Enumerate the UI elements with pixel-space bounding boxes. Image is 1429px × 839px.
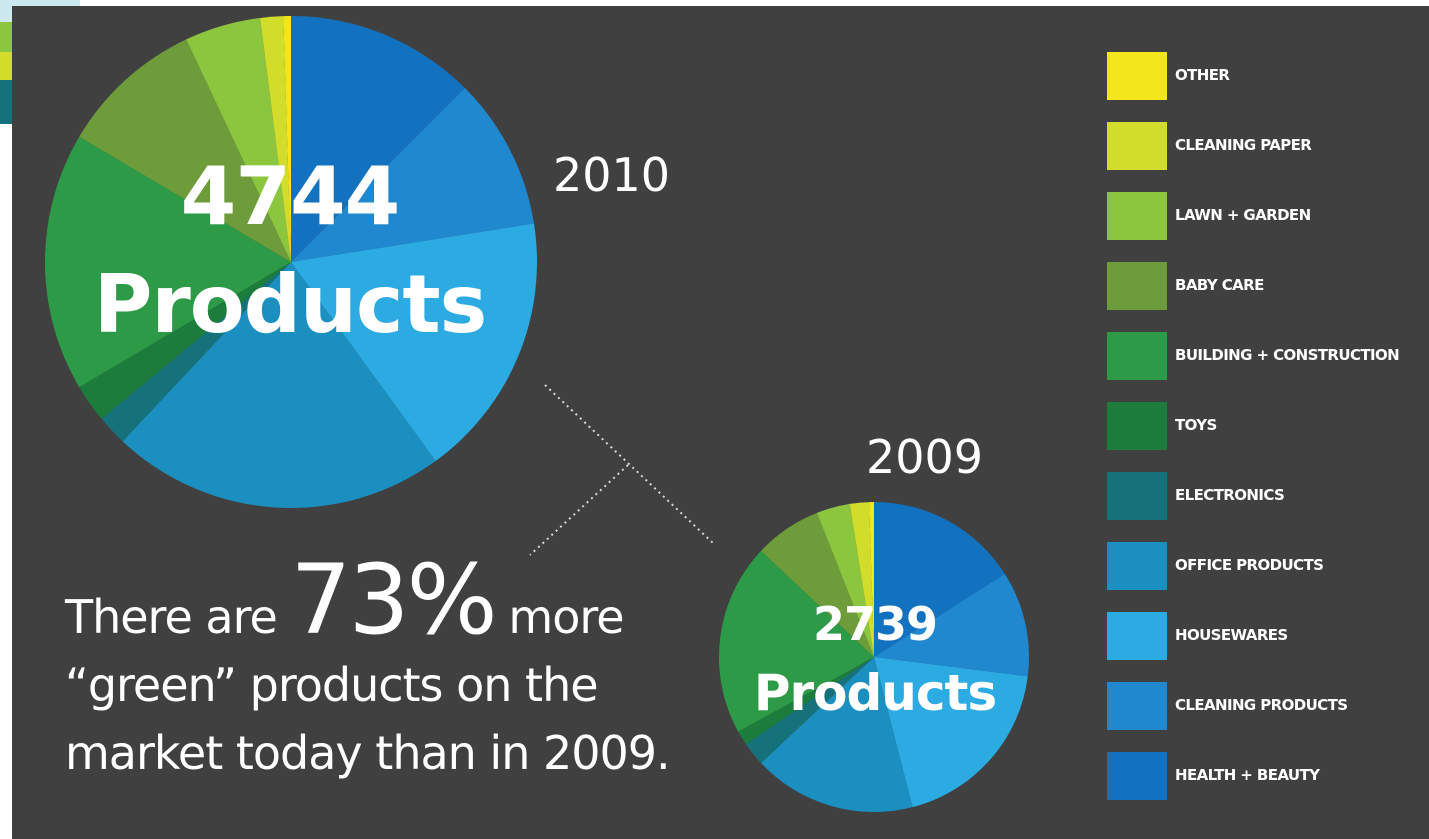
legend-label: ELECTRONICS <box>1175 486 1285 504</box>
legend-item-other: OTHER <box>1107 52 1417 100</box>
dotted-connector <box>529 384 714 556</box>
pie-slice-2010-cleaning-products <box>291 88 534 263</box>
legend-swatch <box>1107 682 1167 730</box>
product-count-2009: 2739 <box>812 597 938 651</box>
pie-slice-2009-cleaning-paper <box>849 502 874 657</box>
legend-item-lawn-garden: LAWN + GARDEN <box>1107 192 1417 240</box>
pie-slice-2009-building-construction <box>719 550 874 732</box>
year-label-2009: 2009 <box>866 430 984 484</box>
year-label-2010: 2010 <box>553 148 671 202</box>
pie-slice-2009-toys <box>738 657 874 745</box>
legend-item-housewares: HOUSEWARES <box>1107 612 1417 660</box>
legend-swatch <box>1107 122 1167 170</box>
legend-item-toys: TOYS <box>1107 402 1417 450</box>
legend-swatch <box>1107 402 1167 450</box>
pie-slice-2009-cleaning-products <box>874 573 1029 677</box>
legend-label: HEALTH + BEAUTY <box>1175 766 1320 784</box>
pie-slice-2009-housewares <box>874 657 1028 808</box>
legend-label: HOUSEWARES <box>1175 626 1288 644</box>
legend-item-cleaning-products: CLEANING PRODUCTS <box>1107 682 1417 730</box>
caption-line-2: “green” products on the <box>65 658 599 712</box>
pie-slice-2009-office-products <box>761 657 913 812</box>
legend-swatch <box>1107 542 1167 590</box>
legend-swatch <box>1107 472 1167 520</box>
legend-swatch <box>1107 752 1167 800</box>
legend-swatch <box>1107 52 1167 100</box>
pie-slice-2010-other <box>283 16 291 262</box>
pie-slice-2010-housewares <box>291 223 537 462</box>
product-count-2010: 4744 <box>180 150 401 243</box>
pie-2009 <box>719 502 1029 812</box>
legend-label: TOYS <box>1175 416 1217 434</box>
legend-item-cleaning-paper: CLEANING PAPER <box>1107 122 1417 170</box>
pie-slice-2009-electronics <box>745 657 874 764</box>
pie-slice-2009-other <box>869 502 874 657</box>
legend-label: BABY CARE <box>1175 276 1264 294</box>
pie-slice-2009-health-beauty <box>874 502 1005 657</box>
legend-label: CLEANING PRODUCTS <box>1175 696 1348 714</box>
legend-label: OFFICE PRODUCTS <box>1175 556 1324 574</box>
products-label-2009: Products <box>753 664 997 722</box>
corner-stripe-teal <box>0 80 14 124</box>
legend-item-office-products: OFFICE PRODUCTS <box>1107 542 1417 590</box>
pie-slice-2009-baby-care <box>761 512 874 657</box>
growth-percent: 73% <box>290 544 497 656</box>
products-label-2010: Products <box>93 258 488 351</box>
pie-slice-2010-electronics <box>101 262 292 442</box>
legend-label: BUILDING + CONSTRUCTION <box>1175 346 1400 364</box>
pie-2010 <box>45 16 537 508</box>
legend-item-building-construction: BUILDING + CONSTRUCTION <box>1107 332 1417 380</box>
legend-swatch <box>1107 612 1167 660</box>
legend-swatch <box>1107 262 1167 310</box>
caption-line-3: market today than in 2009. <box>65 726 671 780</box>
legend-label: OTHER <box>1175 66 1230 84</box>
legend-swatch <box>1107 192 1167 240</box>
pie-slice-2010-office-products <box>122 262 436 508</box>
caption-suffix: more <box>494 590 624 644</box>
corner-stripe-green <box>0 22 14 52</box>
pie-slice-2009-lawn-garden <box>816 503 874 657</box>
pie-slice-2010-health-beauty <box>291 16 465 262</box>
growth-caption: There are 73% more “green” products on t… <box>65 552 705 787</box>
legend-item-electronics: ELECTRONICS <box>1107 472 1417 520</box>
legend-item-baby-care: BABY CARE <box>1107 262 1417 310</box>
corner-stripe-yellow <box>0 52 14 80</box>
pie-slice-2010-lawn-garden <box>186 17 291 262</box>
pie-slice-2010-baby-care <box>79 39 291 263</box>
legend-label: CLEANING PAPER <box>1175 136 1312 154</box>
pie-slice-2010-building-construction <box>45 136 291 388</box>
pie-slice-2010-cleaning-paper <box>260 16 291 263</box>
caption-line-1: There are 73% more <box>65 552 705 651</box>
caption-prefix: There are <box>65 590 291 644</box>
legend-label: LAWN + GARDEN <box>1175 206 1311 224</box>
pie-slice-2010-toys <box>79 262 291 419</box>
legend-item-health-beauty: HEALTH + BEAUTY <box>1107 752 1417 800</box>
legend-swatch <box>1107 332 1167 380</box>
